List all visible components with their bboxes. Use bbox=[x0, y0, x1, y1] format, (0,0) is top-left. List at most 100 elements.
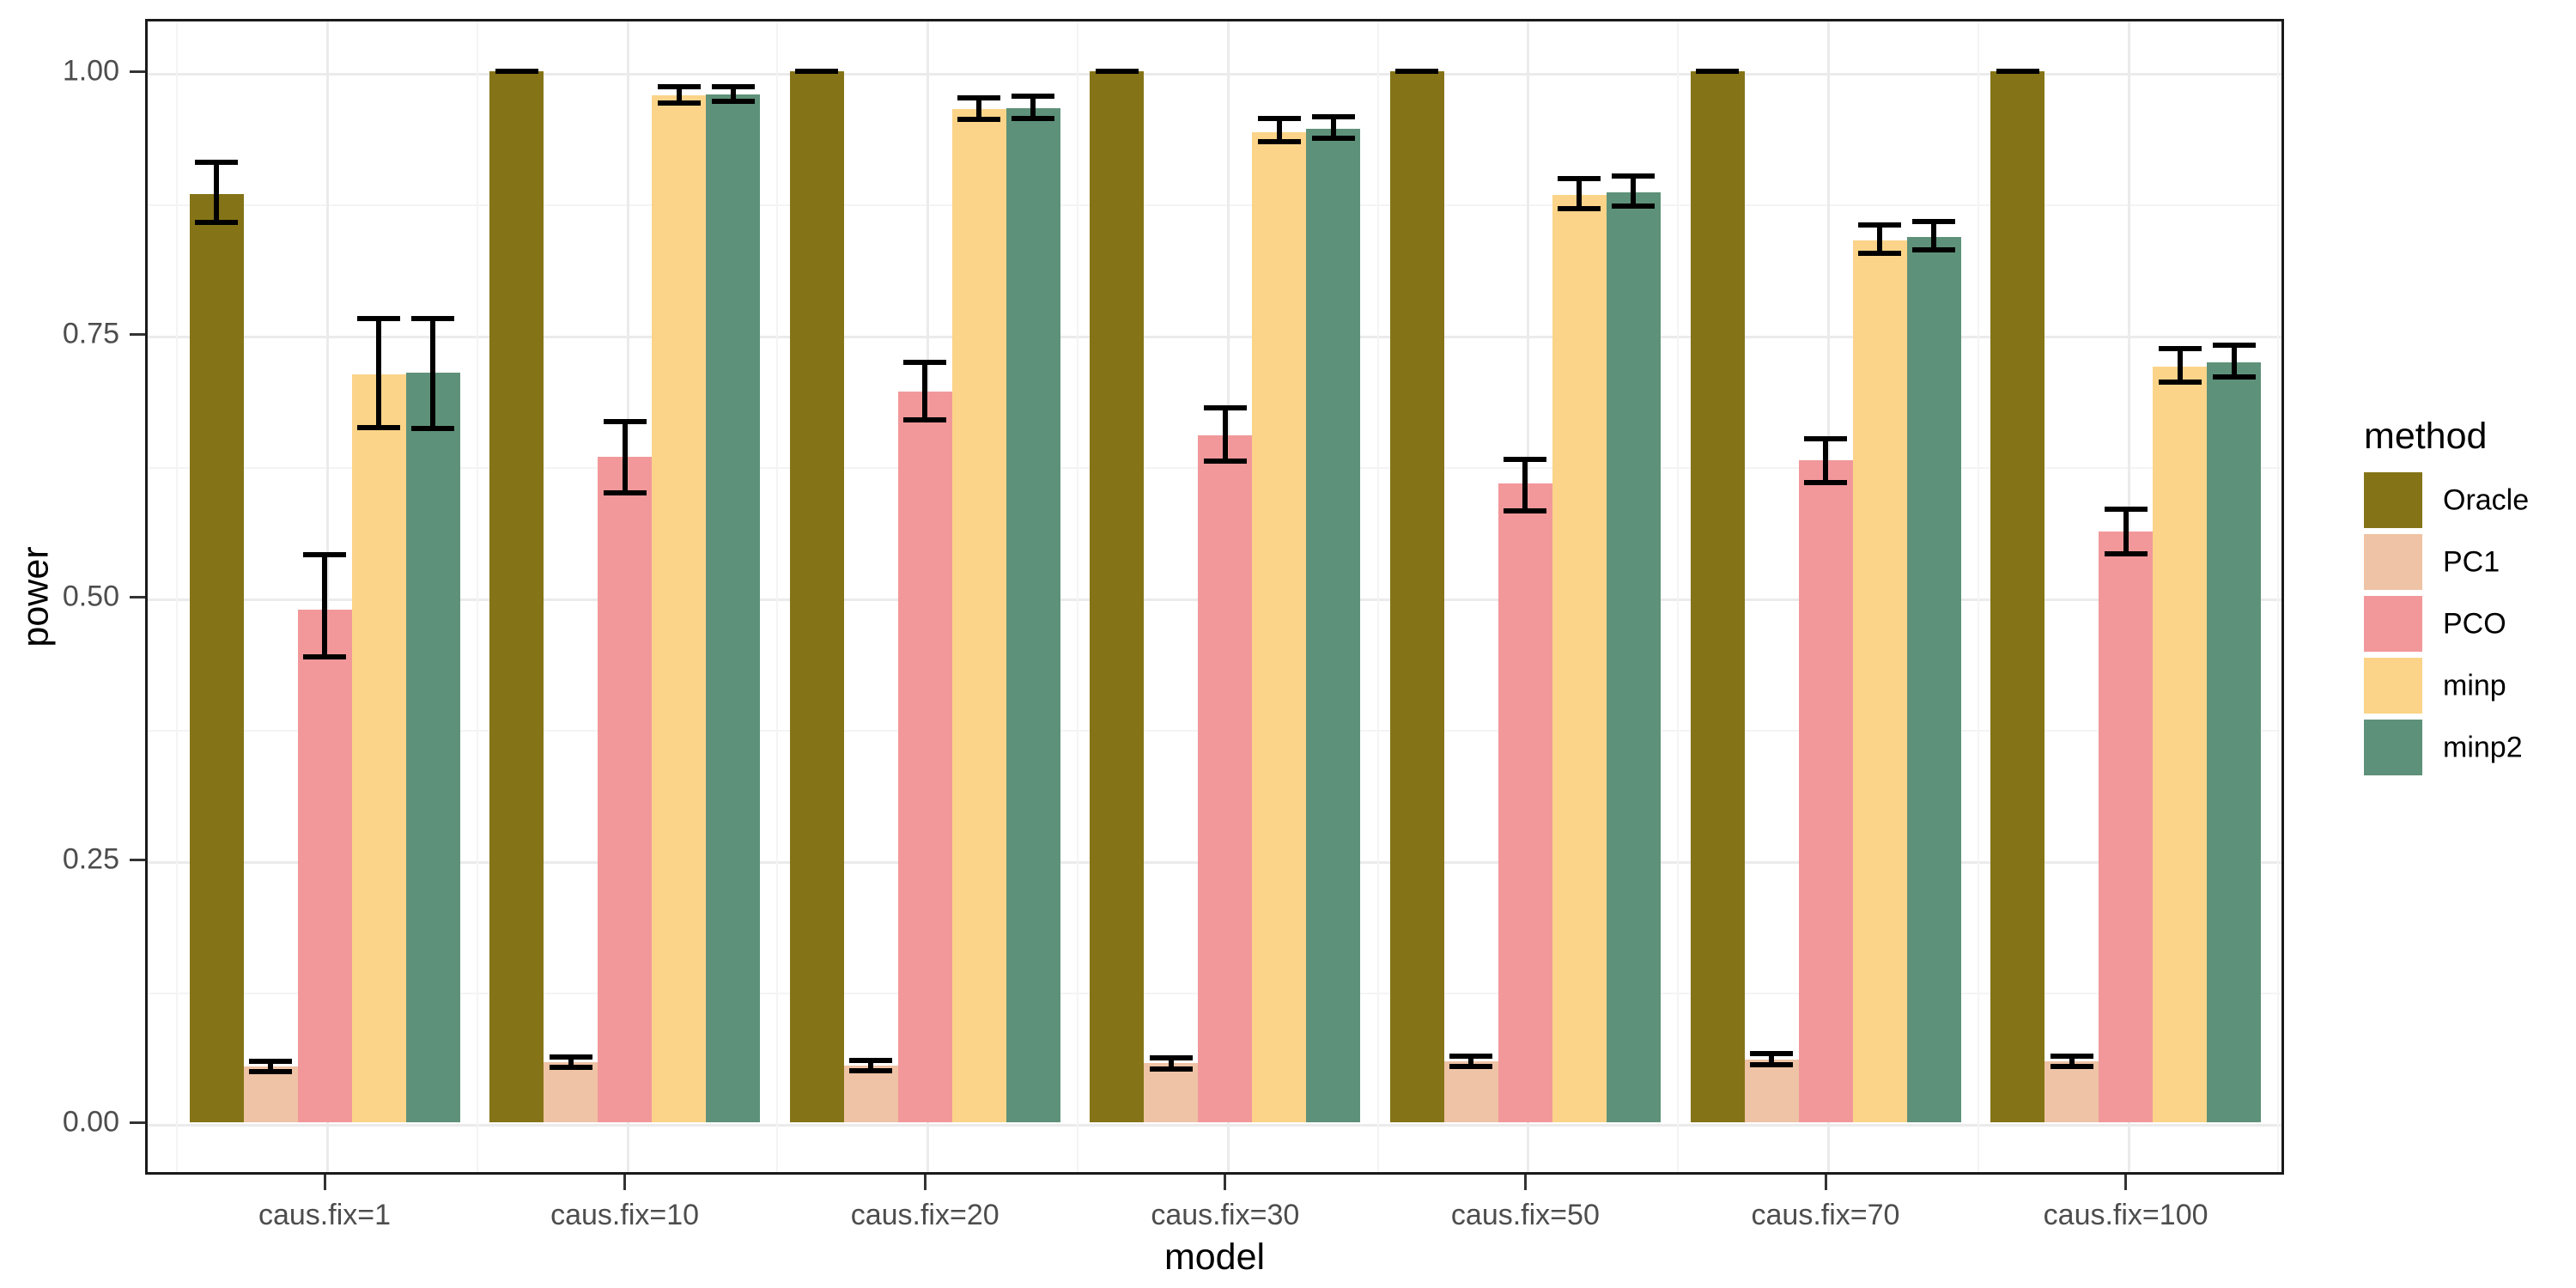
x-tick-mark bbox=[623, 1175, 627, 1190]
x-tick-label: caus.fix=30 bbox=[1151, 1199, 1300, 1231]
x-tick-label: caus.fix=100 bbox=[2043, 1199, 2208, 1231]
errorbar-stem bbox=[2123, 509, 2129, 554]
bar-Oracle bbox=[1990, 71, 2045, 1122]
errorbar-stem bbox=[214, 162, 219, 223]
errorbar-stem bbox=[1030, 96, 1036, 119]
errorbar-cap-bottom bbox=[2212, 374, 2256, 380]
errorbar-cap-bottom bbox=[1750, 1061, 1793, 1067]
bar-minp2 bbox=[1005, 107, 1060, 1122]
errorbar-cap-top bbox=[2104, 507, 2148, 513]
y-tick-mark bbox=[130, 595, 145, 598]
legend-label: Oracle bbox=[2443, 483, 2530, 516]
errorbar-cap-top bbox=[195, 160, 238, 166]
errorbar-cap-top bbox=[2212, 343, 2256, 349]
errorbar-cap-top bbox=[1750, 1051, 1793, 1057]
errorbar-cap-bottom bbox=[957, 117, 1001, 123]
minor-gridline bbox=[1677, 21, 1680, 1172]
bar-minp bbox=[2153, 366, 2208, 1122]
errorbar-cap-bottom bbox=[1612, 203, 1656, 209]
legend-key-minp2: minp2 bbox=[2364, 720, 2576, 775]
bar-PCO bbox=[1498, 483, 1552, 1122]
x-tick-mark bbox=[923, 1175, 927, 1190]
errorbar-stem bbox=[376, 318, 381, 428]
x-tick-label: caus.fix=20 bbox=[850, 1199, 999, 1231]
errorbar-stem bbox=[622, 421, 628, 493]
bar-PCO bbox=[1198, 434, 1253, 1122]
errorbar-cap-bottom bbox=[1395, 69, 1439, 74]
errorbar-cap-top bbox=[603, 418, 647, 424]
legend-key-Oracle: Oracle bbox=[2364, 472, 2576, 528]
errorbar-cap-bottom bbox=[1257, 139, 1301, 144]
x-tick-mark bbox=[2124, 1175, 2128, 1190]
major-gridline bbox=[148, 336, 2281, 338]
errorbar-cap-bottom bbox=[411, 426, 454, 432]
errorbar-stem bbox=[430, 318, 435, 429]
errorbar-stem bbox=[1823, 439, 1828, 483]
y-tick-mark bbox=[130, 1121, 145, 1124]
errorbar-cap-top bbox=[1203, 404, 1247, 410]
x-tick-mark bbox=[323, 1175, 326, 1190]
errorbar-cap-top bbox=[1012, 94, 1055, 100]
errorbar-cap-bottom bbox=[549, 1065, 592, 1071]
legend-key-PCO: PCO bbox=[2364, 596, 2576, 652]
errorbar-cap-bottom bbox=[357, 424, 400, 430]
minor-gridline bbox=[1077, 21, 1078, 1172]
errorbar-stem bbox=[268, 1061, 273, 1072]
errorbar-cap-top bbox=[549, 1054, 592, 1060]
x-tick-label: caus.fix=50 bbox=[1450, 1199, 1600, 1231]
errorbar-cap-bottom bbox=[1449, 1064, 1493, 1070]
errorbar-cap-top bbox=[957, 94, 1001, 100]
x-tick-mark bbox=[1523, 1175, 1527, 1190]
errorbar-cap-top bbox=[1612, 173, 1656, 179]
y-tick-mark bbox=[130, 858, 145, 861]
legend-label: minp bbox=[2443, 669, 2506, 702]
y-tick-label: 0.25 bbox=[62, 842, 119, 876]
errorbar-cap-bottom bbox=[1804, 479, 1847, 485]
errorbar-stem bbox=[1631, 176, 1637, 206]
minor-gridline bbox=[1376, 21, 1379, 1172]
errorbar-cap-bottom bbox=[603, 489, 647, 495]
errorbar-stem bbox=[1468, 1055, 1474, 1067]
errorbar-cap-bottom bbox=[2050, 1064, 2093, 1070]
bar-minp bbox=[1552, 195, 1607, 1122]
legend-label: PCO bbox=[2443, 607, 2506, 640]
y-tick-label: 0.50 bbox=[62, 580, 119, 613]
errorbar-cap-bottom bbox=[1149, 1066, 1193, 1072]
errorbar-cap-bottom bbox=[1311, 136, 1355, 142]
errorbar-cap-top bbox=[1257, 116, 1301, 122]
errorbar-cap-bottom bbox=[903, 417, 947, 423]
errorbar-cap-top bbox=[249, 1059, 292, 1064]
errorbar-cap-top bbox=[1449, 1053, 1493, 1059]
errorbar-cap-top bbox=[357, 315, 400, 321]
errorbar-cap-bottom bbox=[1696, 69, 1739, 74]
errorbar-cap-bottom bbox=[495, 69, 538, 74]
legend-swatch bbox=[2364, 534, 2422, 590]
legend-title: method bbox=[2364, 416, 2488, 457]
errorbar-stem bbox=[322, 555, 327, 657]
errorbar-stem bbox=[976, 97, 982, 120]
x-tick-label: caus.fix=1 bbox=[258, 1199, 392, 1231]
errorbar-stem bbox=[868, 1060, 874, 1072]
errorbar-cap-top bbox=[1149, 1055, 1193, 1061]
bar-PC1 bbox=[544, 1062, 598, 1122]
bar-PC1 bbox=[1144, 1063, 1199, 1122]
major-gridline bbox=[148, 1124, 2281, 1127]
bar-PC1 bbox=[1443, 1061, 1498, 1122]
bar-PC1 bbox=[243, 1066, 298, 1122]
errorbar-cap-top bbox=[2050, 1053, 2093, 1059]
errorbar-cap-top bbox=[303, 552, 346, 558]
bar-Oracle bbox=[489, 71, 544, 1122]
bar-minp2 bbox=[1906, 237, 1961, 1122]
bar-PC1 bbox=[843, 1065, 898, 1122]
bar-minp bbox=[351, 374, 406, 1122]
errorbar-stem bbox=[2177, 349, 2183, 383]
legend-label: PC1 bbox=[2443, 545, 2500, 578]
errorbar-stem bbox=[1769, 1054, 1774, 1065]
bar-minp bbox=[1852, 240, 1907, 1122]
errorbar-cap-bottom bbox=[1996, 69, 2039, 74]
bar-PC1 bbox=[2044, 1061, 2099, 1122]
errorbar-cap-bottom bbox=[711, 99, 755, 105]
minor-gridline bbox=[776, 21, 779, 1172]
minor-gridline bbox=[1977, 21, 1979, 1172]
